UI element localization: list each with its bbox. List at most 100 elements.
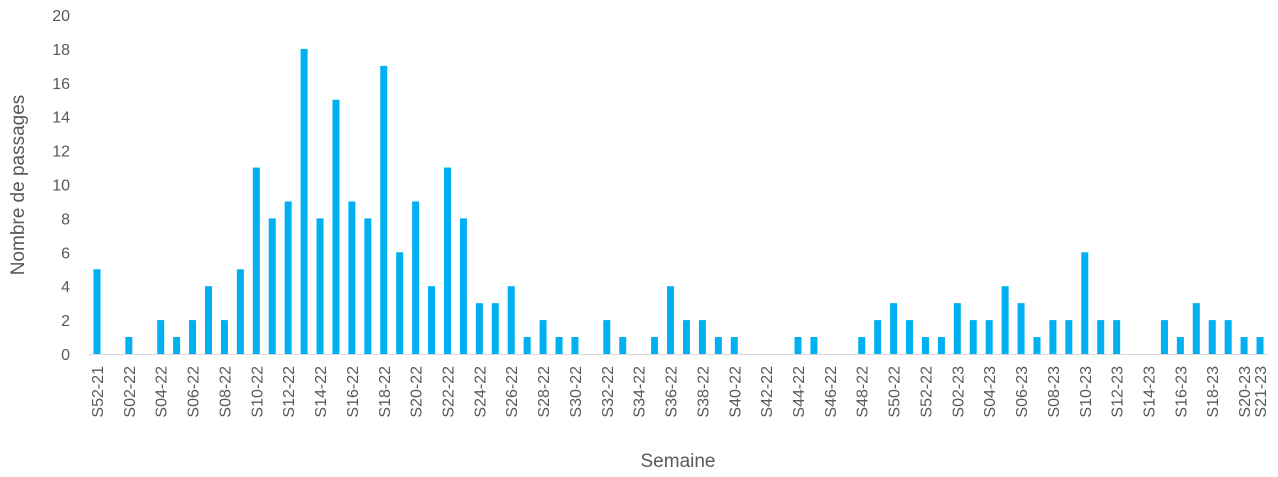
y-tick-label: 20 xyxy=(52,8,70,25)
bar xyxy=(268,218,276,354)
x-tick-label: S08-23 xyxy=(1046,366,1063,418)
bar xyxy=(858,337,866,354)
x-tick-label: S10-22 xyxy=(249,366,266,418)
bar xyxy=(651,337,659,354)
bar xyxy=(619,337,627,354)
x-tick-label: S50-22 xyxy=(887,366,904,418)
bar xyxy=(443,167,451,354)
bar xyxy=(93,269,101,354)
x-tick-label: S52-21 xyxy=(90,366,107,418)
x-tick-label: S21-23 xyxy=(1253,366,1270,418)
bar xyxy=(603,320,611,354)
bar xyxy=(204,286,212,354)
bar xyxy=(921,337,929,354)
y-tick-label: 0 xyxy=(61,347,70,364)
bar xyxy=(284,201,292,354)
bar xyxy=(1097,320,1105,354)
x-tick-label: S24-22 xyxy=(472,366,489,418)
x-tick-label: S02-22 xyxy=(122,366,139,418)
x-tick-label: S04-22 xyxy=(154,366,171,418)
bar xyxy=(316,218,324,354)
x-tick-label: S04-23 xyxy=(982,366,999,418)
y-tick-label: 8 xyxy=(61,211,70,228)
bar xyxy=(714,337,722,354)
bar xyxy=(459,218,467,354)
bar xyxy=(1049,320,1057,354)
x-tick-label: S14-23 xyxy=(1142,366,1159,418)
x-tick-label: S20-23 xyxy=(1237,366,1254,418)
x-tick-label: S16-22 xyxy=(345,366,362,418)
bar xyxy=(1224,320,1232,354)
bar xyxy=(1065,320,1073,354)
x-tick-label: S12-22 xyxy=(281,366,298,418)
y-tick-label: 2 xyxy=(61,313,70,330)
bar xyxy=(491,303,499,354)
bar xyxy=(428,286,436,354)
x-tick-label: S10-23 xyxy=(1078,366,1095,418)
bar xyxy=(1256,337,1264,354)
bar xyxy=(348,201,356,354)
y-axis-ticks: 0 2 4 6 8 10 12 14 16 18 20 xyxy=(52,8,70,364)
bar xyxy=(380,65,388,354)
bar xyxy=(1017,303,1025,354)
x-tick-label: S44-22 xyxy=(791,366,808,418)
bar xyxy=(1113,320,1121,354)
x-tick-label: S20-22 xyxy=(409,366,426,418)
bar xyxy=(953,303,961,354)
x-tick-label: S52-22 xyxy=(918,366,935,418)
bar xyxy=(220,320,228,354)
x-tick-label: S18-23 xyxy=(1205,366,1222,418)
bar xyxy=(173,337,181,354)
bar xyxy=(730,337,738,354)
x-axis-title: Semaine xyxy=(641,451,716,472)
x-tick-label: S22-22 xyxy=(440,366,457,418)
x-tick-label: S02-23 xyxy=(950,366,967,418)
bar xyxy=(969,320,977,354)
bar xyxy=(571,337,579,354)
x-tick-label: S12-23 xyxy=(1110,366,1127,418)
bar xyxy=(810,337,818,354)
bar xyxy=(125,337,133,354)
bar xyxy=(1001,286,1009,354)
y-axis-title: Nombre de passages xyxy=(8,95,29,276)
x-tick-label: S28-22 xyxy=(536,366,553,418)
bar xyxy=(523,337,531,354)
x-tick-label: S08-22 xyxy=(217,366,234,418)
bar xyxy=(890,303,898,354)
y-tick-label: 18 xyxy=(52,42,70,59)
bar xyxy=(332,99,340,354)
bar xyxy=(475,303,483,354)
bar xyxy=(1033,337,1041,354)
bar xyxy=(396,252,404,354)
bar xyxy=(1081,252,1089,354)
bar xyxy=(157,320,165,354)
x-tick-label: S26-22 xyxy=(504,366,521,418)
bar xyxy=(539,320,547,354)
bar xyxy=(667,286,675,354)
bar xyxy=(906,320,914,354)
x-tick-label: S46-22 xyxy=(823,366,840,418)
x-tick-label: S34-22 xyxy=(632,366,649,418)
x-tick-label: S38-22 xyxy=(695,366,712,418)
x-tick-label: S40-22 xyxy=(727,366,744,418)
bar xyxy=(698,320,706,354)
bar xyxy=(682,320,690,354)
y-tick-label: 12 xyxy=(52,144,70,161)
bar xyxy=(555,337,563,354)
bar xyxy=(937,337,945,354)
x-tick-label: S16-23 xyxy=(1173,366,1190,418)
x-tick-label: S32-22 xyxy=(600,366,617,418)
x-tick-label: S06-22 xyxy=(186,366,203,418)
bar xyxy=(874,320,882,354)
bar xyxy=(300,48,308,355)
bar xyxy=(794,337,802,354)
bar xyxy=(1176,337,1184,354)
x-tick-label: S42-22 xyxy=(759,366,776,418)
y-tick-label: 14 xyxy=(52,110,70,127)
x-axis-ticks: S52-21 S02-22 S04-22 S06-22 S08-22 S10-22 S12-… xyxy=(90,366,1270,418)
x-tick-label: S06-23 xyxy=(1014,366,1031,418)
bar xyxy=(412,201,420,354)
y-tick-label: 4 xyxy=(61,279,70,296)
bar xyxy=(1192,303,1200,354)
